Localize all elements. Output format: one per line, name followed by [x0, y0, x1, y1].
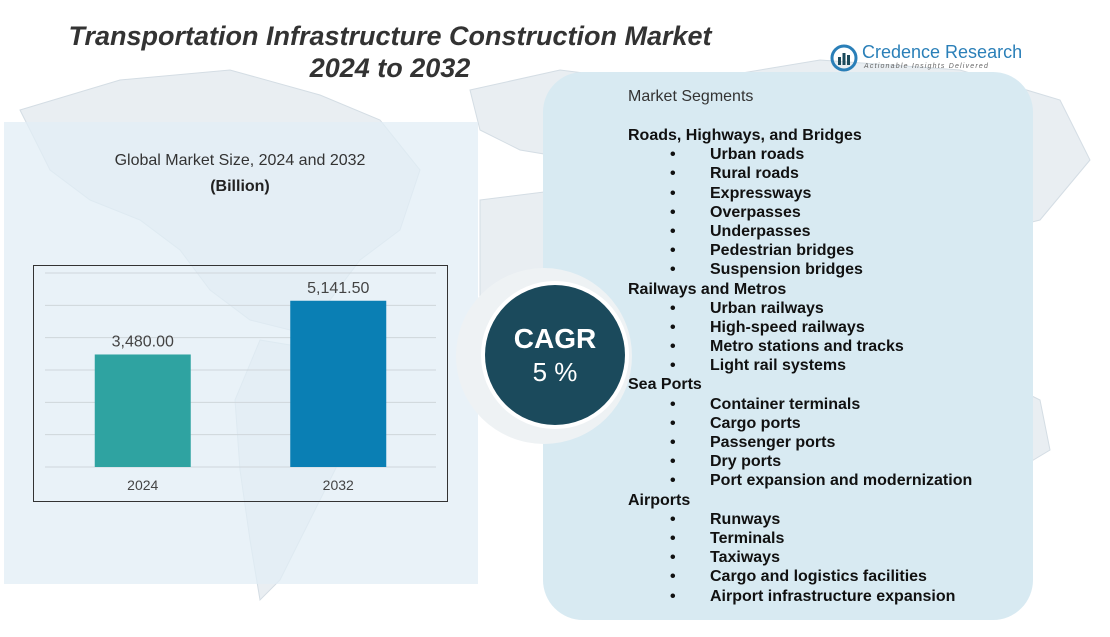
cagr-value: 5 %	[532, 357, 578, 387]
bullet-icon: •	[670, 472, 676, 490]
credence-logo-icon	[830, 44, 858, 72]
chart-title: Global Market Size, 2024 and 2032	[114, 152, 366, 169]
cagr-label: CAGR	[513, 323, 597, 354]
bullet-icon: •	[670, 299, 676, 317]
page-title: Transportation Infrastructure Constructi…	[40, 20, 740, 84]
segment-item: • Runways	[628, 510, 1028, 529]
title-line-2: 2024 to 2032	[309, 53, 471, 83]
x-tick-label-2024: 2024	[127, 477, 158, 493]
segment-item-label: Terminals	[710, 529, 785, 547]
chart-unit: (Billion)	[210, 178, 270, 195]
bullet-icon: •	[670, 434, 676, 451]
segment-item: • Suspension bridges	[628, 260, 1028, 279]
bullet-icon: •	[670, 146, 676, 164]
segment-item: • High-speed railways	[628, 318, 1028, 337]
bullet-icon: •	[670, 414, 676, 432]
segment-item-label: Expressways	[710, 184, 812, 202]
bullet-icon: •	[670, 242, 676, 260]
bullet-icon: •	[670, 165, 676, 183]
segment-item-label: Container terminals	[710, 395, 861, 413]
segment-item-label: Dry ports	[710, 453, 782, 471]
segment-item-label: Metro stations and tracks	[710, 338, 904, 356]
brand-tagline: Actionable Insights Delivered	[864, 63, 990, 70]
segment-item: • Urban roads	[628, 145, 1028, 164]
brand-name: Credence Research	[862, 42, 1023, 62]
x-tick-label-2032: 2032	[323, 477, 354, 493]
segment-item: • Dry ports	[628, 452, 1028, 471]
segment-item: • Metro stations and tracks	[628, 337, 1028, 356]
segment-item-label: Airport infrastructure expansion	[710, 587, 956, 605]
segment-item: • Port expansion and modernization	[628, 471, 1028, 490]
segment-item-label: Port expansion and modernization	[710, 472, 973, 490]
bar-2024	[94, 354, 191, 467]
bar-2032	[290, 300, 387, 467]
segment-item: • Urban railways	[628, 299, 1028, 318]
segment-item-label: Urban railways	[710, 299, 824, 317]
brand-logo-block: Credence Research Actionable Insights De…	[830, 40, 1030, 76]
segment-item: • Rural roads	[628, 164, 1028, 183]
bullet-icon: •	[670, 587, 676, 605]
segment-item-label: Underpasses	[710, 222, 811, 240]
bullet-icon: •	[670, 318, 676, 336]
title-line-1: Transportation Infrastructure Constructi…	[68, 21, 712, 51]
segment-item-label: Urban roads	[710, 146, 805, 164]
bullet-icon: •	[670, 395, 676, 413]
segment-item-label: High-speed railways	[710, 318, 865, 336]
segment-category: Railways and Metros	[628, 280, 787, 298]
segments-header: Market Segments	[628, 88, 754, 105]
data-label-2032: 5,141.50	[307, 280, 369, 297]
segment-item: • Cargo and logistics facilities	[628, 567, 1028, 586]
segment-item-label: Overpasses	[710, 203, 801, 221]
segment-item-label: Taxiways	[710, 549, 780, 567]
bullet-icon: •	[670, 203, 676, 221]
segment-item: • Container terminals	[628, 395, 1028, 414]
segment-category: Sea Ports	[628, 376, 702, 394]
segment-item: • Airport infrastructure expansion	[628, 587, 1028, 606]
segment-item: • Overpasses	[628, 203, 1028, 222]
segment-item-label: Cargo ports	[710, 414, 801, 432]
segment-item-label: Light rail systems	[710, 357, 847, 375]
bullet-icon: •	[670, 184, 676, 202]
segment-item: • Terminals	[628, 529, 1028, 548]
segment-item-label: Suspension bridges	[710, 261, 863, 279]
segment-item-label: Rural roads	[710, 165, 799, 183]
bullet-icon: •	[670, 453, 676, 471]
segment-item: • Taxiways	[628, 548, 1028, 567]
chart-panel	[4, 122, 478, 584]
segment-item: • Cargo ports	[628, 414, 1028, 433]
segment-item: • Expressways	[628, 184, 1028, 203]
bullet-icon: •	[670, 222, 676, 240]
bullet-icon: •	[670, 510, 676, 528]
segment-item-label: Runways	[710, 510, 781, 528]
bar-chart: 3,480.00 2024 5,141.50 2032	[45, 272, 436, 493]
segment-item: • Underpasses	[628, 222, 1028, 241]
data-label-2024: 3,480.00	[112, 333, 174, 350]
bullet-icon: •	[670, 357, 676, 375]
segment-category: Airports	[628, 491, 691, 509]
bullet-icon: •	[670, 568, 676, 586]
segment-item-label: Passenger ports	[710, 434, 836, 451]
segment-item: • Passenger ports	[628, 433, 1028, 452]
bullet-icon: •	[670, 549, 676, 567]
segment-item-label: Pedestrian bridges	[710, 242, 855, 260]
segment-category: Roads, Highways, and Bridges	[628, 127, 862, 144]
cagr-badge: CAGR 5 %	[485, 285, 625, 425]
chart-frame	[33, 265, 448, 502]
bullet-icon: •	[670, 529, 676, 547]
segment-item-label: Cargo and logistics facilities	[710, 568, 927, 586]
segment-item: • Pedestrian bridges	[628, 241, 1028, 260]
bullet-icon: •	[670, 338, 676, 356]
segment-item: • Light rail systems	[628, 356, 1028, 375]
segments-list: Roads, Highways, and Bridges • Urban roads…	[628, 126, 1028, 606]
bullet-icon: •	[670, 261, 676, 279]
